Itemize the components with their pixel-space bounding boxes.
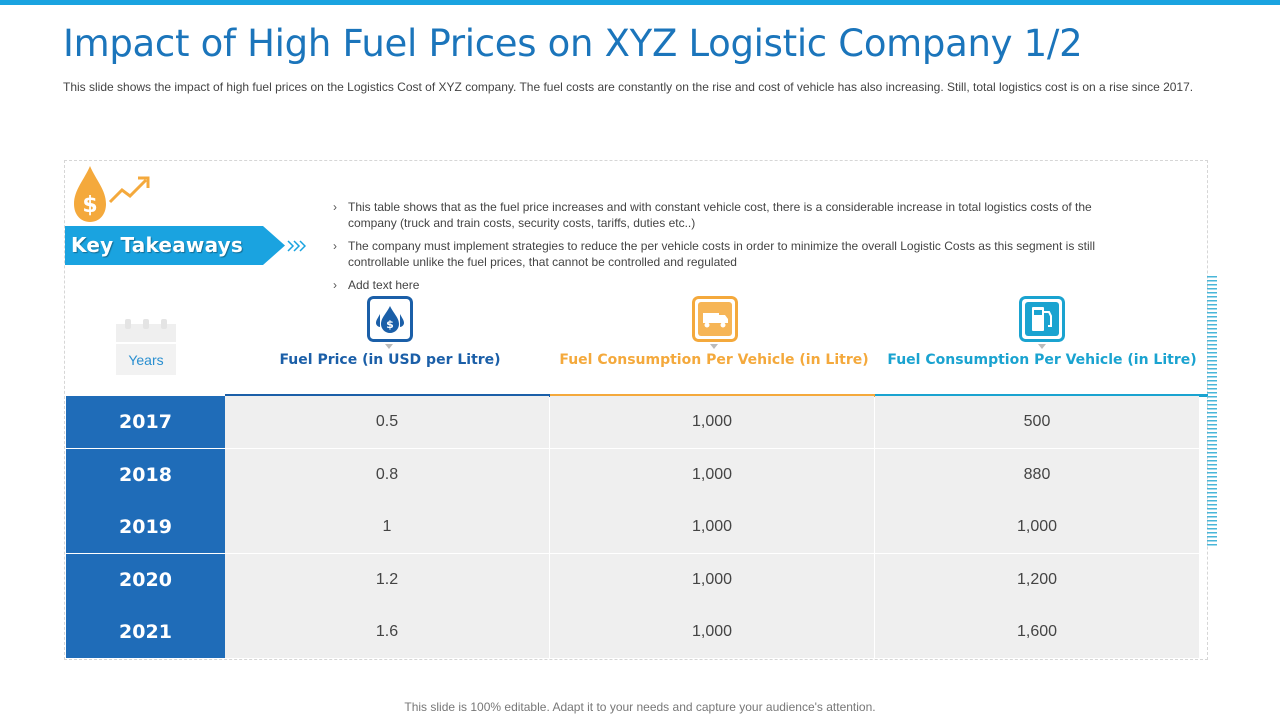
fuel-price-cell: 1.6 [225,606,549,658]
consumption-cell-2: 1,200 [875,554,1199,606]
column-header-consumption-1: Fuel Consumption Per Vehicle (in Litre) [559,352,869,368]
year-cell: 2021 [66,606,225,658]
page-title: Impact of High Fuel Prices on XYZ Logist… [63,22,1083,65]
footer-note: This slide is 100% editable. Adapt it to… [404,700,876,714]
fuel-drop-dollar-icon: $ [74,166,150,222]
year-cell: 2019 [66,501,225,553]
consumption-cell-1: 1,000 [550,554,874,606]
column-underline-1 [225,394,550,397]
takeaway-item: › Add text here [333,278,420,292]
year-cell: 2017 [66,396,225,448]
svg-text:$: $ [386,318,394,331]
fuel-pump-icon [1019,296,1065,342]
fuel-price-cell: 0.8 [225,449,549,501]
column-caret [1038,344,1046,349]
takeaway-item: › This table shows that as the fuel price… [333,200,1092,230]
years-header: Years [116,344,176,375]
consumption-cell-2: 500 [875,396,1199,448]
years-underline [66,394,225,397]
consumption-cell-1: 1,000 [550,501,874,553]
key-takeaways-banner [65,226,285,265]
consumption-cell-1: 1,000 [550,396,874,448]
fuel-price-cell: 1.2 [225,554,549,606]
fuel-dollar-icon: $ [367,296,413,342]
column-header-consumption-2: Fuel Consumption Per Vehicle (in Litre) [887,352,1197,368]
takeaways-list: › This table shows that as the fuel price… [333,199,1133,300]
bullet-mark: › [333,200,337,214]
consumption-cell-1: 1,000 [550,449,874,501]
consumption-cell-2: 1,000 [875,501,1199,553]
table-row: 2021 1.6 1,000 1,600 [66,606,1199,659]
decorative-stripes [1207,276,1217,546]
table-row: 2018 0.8 1,000 880 [66,449,1199,502]
key-takeaways-heading: Key Takeaways [71,233,243,257]
column-underline-2 [550,394,875,397]
bullet-mark: › [333,278,337,292]
page-subtitle: This slide shows the impact of high fuel… [63,80,1194,94]
fuel-price-cell: 0.5 [225,396,549,448]
top-accent-bar [0,0,1280,5]
table-row: 2017 0.5 1,000 500 [66,396,1199,449]
year-cell: 2020 [66,554,225,606]
column-header-fuel-price: Fuel Price (in USD per Litre) [279,352,501,368]
takeaway-item: › The company must implement strategies t… [333,239,1095,269]
column-caret [385,344,393,349]
bullet-mark: › [333,239,337,253]
row-separator [225,553,1199,554]
svg-text:$: $ [82,193,97,218]
table-row: 2020 1.2 1,000 1,200 [66,554,1199,607]
year-cell: 2018 [66,449,225,501]
row-separator [225,448,1199,449]
fuel-price-cell: 1 [225,501,549,553]
truck-icon [692,296,738,342]
consumption-cell-2: 1,600 [875,606,1199,658]
consumption-cell-2: 880 [875,449,1199,501]
calendar-icon [116,319,176,342]
column-underline-3 [875,394,1208,397]
table-row: 2019 1 1,000 1,000 [66,501,1199,554]
double-chevron-icon [287,240,306,252]
consumption-cell-1: 1,000 [550,606,874,658]
column-caret [710,344,718,349]
